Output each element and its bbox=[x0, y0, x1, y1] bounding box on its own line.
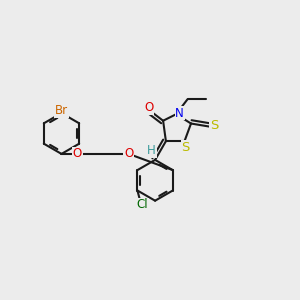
Text: S: S bbox=[182, 141, 190, 154]
Text: O: O bbox=[144, 101, 153, 114]
Text: Br: Br bbox=[55, 104, 68, 117]
Text: N: N bbox=[176, 106, 184, 119]
Text: H: H bbox=[147, 144, 156, 157]
Text: O: O bbox=[73, 147, 82, 161]
Text: Cl: Cl bbox=[136, 198, 148, 212]
Text: O: O bbox=[124, 147, 133, 161]
Text: S: S bbox=[210, 119, 218, 132]
